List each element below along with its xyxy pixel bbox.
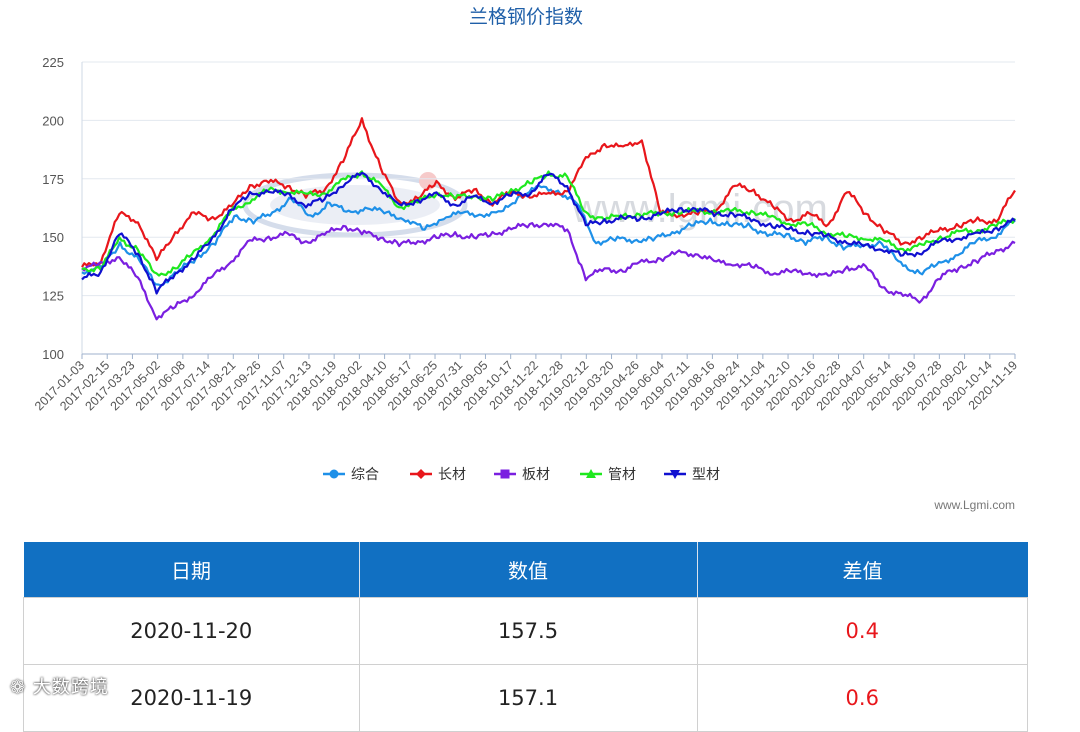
watermark-icon: ❁: [10, 677, 27, 698]
cell-diff: 0.6: [696, 664, 1028, 732]
series-line-4: [81, 171, 1016, 295]
legend-label[interactable]: 型材: [692, 467, 720, 483]
x-axis: 2017-01-032017-02-152017-03-232017-05-02…: [32, 354, 1020, 413]
series-group: [81, 117, 1016, 321]
header-value: 数值: [359, 542, 698, 598]
legend-label[interactable]: 长材: [438, 467, 466, 483]
series-line-3: [81, 170, 1016, 277]
gridlines: [82, 61, 1015, 297]
data-table: 日期 数值 差值 2020-11-20 157.5 0.4 2020-11-19…: [23, 542, 1028, 732]
legend-marker-icon: [670, 470, 680, 479]
y-tick-label: 100: [42, 347, 64, 362]
header-date: 日期: [23, 542, 360, 598]
cell-diff: 0.4: [696, 597, 1028, 665]
table-row: 2020-11-20 157.5 0.4: [23, 597, 1028, 665]
y-tick-label: 125: [42, 289, 64, 304]
series-line-2: [81, 222, 1016, 321]
y-tick-label: 150: [42, 230, 64, 245]
table-row: 2020-11-19 157.1 0.6: [23, 664, 1028, 732]
y-axis: 100 125 150 175 200 225: [42, 55, 64, 362]
bottom-watermark: ❁ 大数跨境: [10, 673, 109, 699]
legend: 综合 长材 板材 管材 型材: [323, 467, 720, 483]
series-line-0: [81, 184, 1016, 287]
legend-label[interactable]: 板材: [522, 467, 550, 483]
cell-value: 157.5: [358, 597, 698, 665]
series-line-1: [81, 117, 1016, 268]
cell-value: 157.1: [358, 664, 698, 732]
credit-text: www.Lgmi.com: [933, 498, 1015, 512]
table-header-row: 日期 数值 差值: [23, 542, 1028, 598]
header-diff: 差值: [697, 542, 1028, 598]
chart-title: 兰格钢价指数: [469, 6, 583, 28]
legend-label[interactable]: 管材: [608, 467, 636, 483]
cell-date: 2020-11-20: [23, 597, 360, 665]
y-tick-label: 175: [42, 172, 64, 187]
legend-marker-icon: [586, 469, 596, 478]
legend-marker-icon: [500, 469, 510, 479]
y-tick-label: 200: [42, 113, 64, 128]
bottom-watermark-text: 大数跨境: [32, 677, 109, 698]
legend-marker-icon: [329, 469, 339, 479]
legend-label[interactable]: 综合: [351, 467, 379, 483]
y-tick-label: 225: [42, 55, 64, 70]
legend-marker-icon: [416, 469, 426, 479]
